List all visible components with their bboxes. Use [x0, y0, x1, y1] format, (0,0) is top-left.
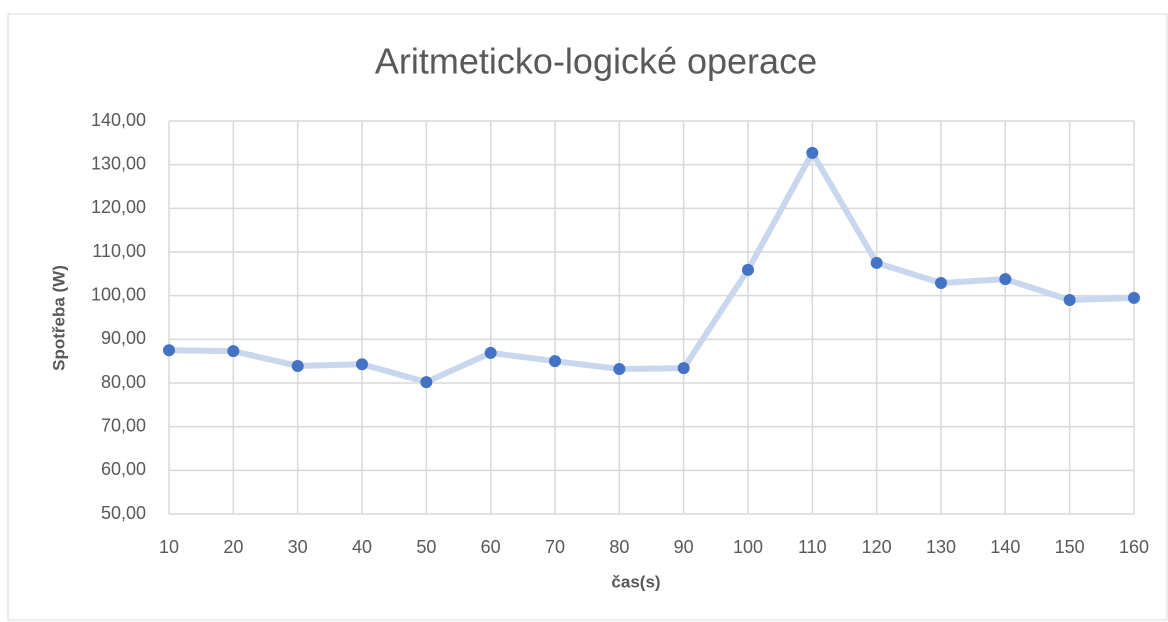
- y-tick-label: 140,00: [91, 110, 146, 130]
- data-point: [742, 263, 754, 276]
- data-point: [1063, 294, 1076, 307]
- x-tick-label: 60: [481, 537, 501, 557]
- x-tick-label: 140: [990, 537, 1020, 557]
- x-tick-label: 20: [223, 537, 243, 557]
- x-tick-label: 30: [288, 537, 308, 557]
- data-point: [613, 363, 626, 376]
- series-line: [166, 149, 1137, 386]
- data-point: [999, 273, 1012, 286]
- x-tick-label: 150: [1055, 537, 1085, 557]
- y-tick-label: 120,00: [91, 197, 146, 217]
- x-tick-label: 90: [674, 537, 694, 557]
- y-tick-label: 70,00: [101, 415, 146, 435]
- data-point: [806, 146, 819, 159]
- y-axis-label: Spotřeba (W): [49, 265, 68, 371]
- data-point: [549, 355, 561, 368]
- data-point: [870, 256, 883, 269]
- data-point: [163, 344, 175, 357]
- data-point: [356, 358, 368, 371]
- x-tick-label: 40: [352, 537, 372, 557]
- chart-title: Aritmeticko-logické operace: [375, 41, 817, 82]
- data-point: [420, 376, 433, 389]
- data-point: [484, 346, 497, 359]
- data-point: [1128, 291, 1140, 304]
- y-tick-label: 100,00: [91, 284, 146, 304]
- y-tick-label: 110,00: [92, 241, 146, 261]
- x-tick-label: 100: [733, 537, 763, 557]
- x-tick-label: 130: [926, 537, 956, 557]
- y-tick-label: 80,00: [101, 372, 146, 392]
- data-point: [291, 359, 304, 372]
- x-tick-label: 70: [545, 537, 565, 557]
- x-tick-label: 80: [609, 537, 629, 557]
- x-axis-label: čas(s): [611, 572, 660, 591]
- y-tick-label: 60,00: [101, 459, 146, 479]
- y-tick-label: 90,00: [101, 328, 146, 348]
- y-tick-label: 130,00: [91, 153, 146, 173]
- x-tick-label: 110: [798, 537, 827, 557]
- x-tick-label: 160: [1119, 537, 1149, 557]
- x-tick-label: 50: [416, 537, 436, 557]
- y-tick-label: 50,00: [101, 503, 146, 523]
- data-point: [227, 345, 240, 358]
- chart-frame: [7, 13, 1168, 621]
- x-tick-label: 120: [862, 537, 892, 557]
- x-tick-label: 10: [159, 537, 179, 557]
- data-point: [677, 362, 690, 375]
- data-point: [935, 277, 947, 290]
